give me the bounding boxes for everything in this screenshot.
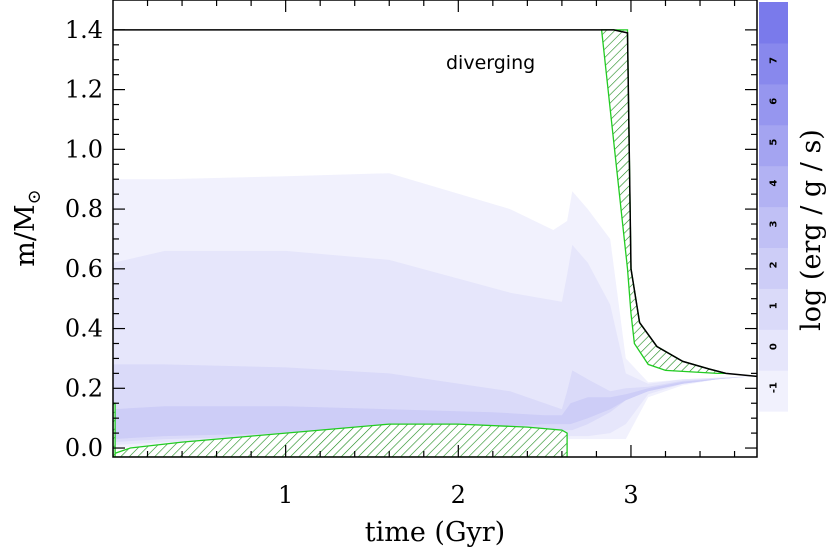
x-tick-label: 1 bbox=[278, 481, 293, 509]
y-tick-label: 1.4 bbox=[65, 16, 103, 44]
colorbar-swatch bbox=[759, 370, 788, 412]
colorbar-tick-label: 5 bbox=[769, 139, 780, 146]
x-tick-label: 2 bbox=[451, 481, 466, 509]
y-tick-label: 1.2 bbox=[65, 76, 103, 104]
colorbar-tick-label: -1 bbox=[769, 382, 780, 393]
y-tick-label: 1.0 bbox=[65, 135, 103, 163]
plot-regions bbox=[113, 29, 752, 457]
colorbar-swatch bbox=[759, 83, 788, 126]
colorbar-tick-label: 3 bbox=[769, 220, 780, 227]
diverging-annotation: diverging bbox=[446, 52, 535, 74]
colorbar-swatch bbox=[759, 288, 788, 330]
plot-frame bbox=[112, 0, 758, 458]
colorbar-tick-label: 1 bbox=[769, 302, 780, 309]
y-tick-label: 0.0 bbox=[65, 434, 103, 462]
colorbar-tick-label: 6 bbox=[769, 98, 780, 105]
y-axis-title: m/M⊙ bbox=[10, 189, 45, 266]
colorbar-swatch bbox=[759, 42, 788, 85]
colorbar: -1 0 1 2 3 4 5 6 7 bbox=[759, 2, 788, 412]
colorbar-swatch bbox=[759, 206, 788, 248]
colorbar-tick-label: 7 bbox=[769, 57, 780, 64]
colorbar-title: log (erg / g / s) bbox=[796, 129, 827, 331]
y-axis-title-sub: ⊙ bbox=[24, 189, 45, 204]
colorbar-swatch bbox=[759, 124, 788, 167]
x-tick-label: 3 bbox=[623, 481, 638, 509]
colorbar-tick-label: 0 bbox=[769, 343, 780, 350]
colorbar-swatch bbox=[759, 247, 788, 289]
colorbar-tick-label: 4 bbox=[769, 180, 780, 187]
y-tick-label: 0.4 bbox=[65, 315, 103, 343]
colorbar-tick-label: 2 bbox=[769, 261, 780, 268]
x-axis: 1 2 3 bbox=[146, 0, 736, 509]
convective-region-core bbox=[113, 423, 568, 457]
x-axis-title: time (Gyr) bbox=[365, 517, 505, 548]
colorbar-swatch bbox=[759, 165, 788, 208]
y-axis: 0.0 0.2 0.4 0.6 0.8 1.0 1.2 1.4 bbox=[65, 16, 757, 462]
y-tick-label: 0.6 bbox=[65, 255, 103, 283]
stellar-mass-line bbox=[113, 29, 758, 378]
burning-region-level-2 bbox=[113, 376, 752, 440]
y-tick-label: 0.8 bbox=[65, 195, 103, 223]
colorbar-swatch bbox=[759, 2, 788, 44]
y-tick-label: 0.2 bbox=[65, 374, 103, 402]
colorbar-swatch bbox=[759, 329, 788, 371]
